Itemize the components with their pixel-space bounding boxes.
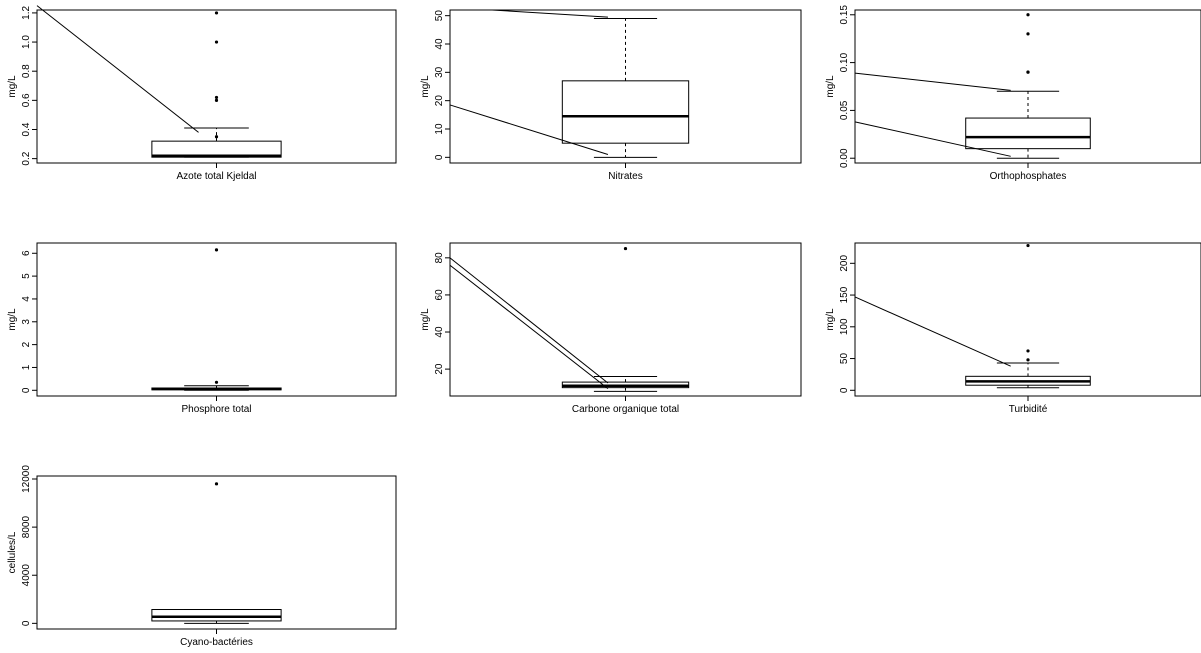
outlier-point [1026, 70, 1030, 74]
y-tick-label: 150 [839, 286, 850, 303]
boxplot-panel: 0.2 0.4 0.6 0.8 1.0 1.2 mg/L Azote total Kjelda… [7, 5, 397, 182]
boxplot-panel: 0 50 100 150 200 mg/L Turbidité [825, 242, 1201, 415]
boxplot-panel: 0.00 0.05 0.10 0.15 mg/L Orthophosphates [825, 5, 1201, 182]
plot-frame [36, 242, 397, 397]
y-tick-label: 30 [434, 66, 445, 78]
outlier-point [623, 246, 628, 251]
y-tick-label: 200 [839, 255, 850, 272]
iqr-box [965, 117, 1091, 150]
y-tick-label: 0.10 [839, 52, 850, 72]
outlier-point [214, 248, 219, 252]
y-axis-label: cellules/L [7, 531, 18, 573]
y-tick-label: 4000 [21, 564, 32, 587]
y-tick-label: 0 [839, 387, 850, 393]
y-tick-label: 1 [21, 364, 32, 370]
y-tick-label: 0.05 [839, 100, 850, 120]
x-axis-label: Orthophosphates [990, 171, 1067, 182]
iqr-box [561, 80, 690, 144]
y-tick-label: 1.0 [21, 35, 32, 49]
y-tick-label: 2 [21, 341, 32, 347]
y-tick-label: 40 [434, 326, 445, 338]
overlay-line [854, 296, 1011, 367]
y-tick-label: 6 [21, 250, 32, 256]
y-tick-label: 5 [21, 273, 32, 279]
y-tick-label: 10 [434, 123, 445, 135]
outlier-point [214, 40, 219, 44]
x-axis-label: Azote total Kjeldal [176, 171, 256, 182]
y-tick-label: 8000 [21, 516, 32, 539]
outlier-point [214, 482, 219, 486]
y-tick-label: 100 [839, 318, 850, 335]
overlay-line [449, 257, 609, 384]
y-tick-label: 50 [434, 10, 445, 22]
y-axis-label: mg/L [7, 308, 18, 331]
y-tick-label: 1.2 [21, 6, 32, 20]
y-tick-label: 20 [434, 363, 445, 375]
y-axis-label: mg/L [7, 75, 18, 98]
y-tick-label: 0.2 [21, 151, 32, 165]
y-tick-label: 40 [434, 38, 445, 50]
outlier-point [214, 135, 219, 139]
y-tick-label: 0.00 [839, 148, 850, 168]
outlier-point [214, 98, 219, 102]
y-tick-label: 0 [434, 154, 445, 160]
plot-frame [36, 475, 397, 630]
outlier-point [1026, 13, 1030, 17]
y-tick-label: 0.6 [21, 93, 32, 107]
x-axis-label: Nitrates [608, 171, 642, 182]
iqr-box [151, 609, 282, 622]
y-tick-label: 50 [839, 353, 850, 365]
overlay-line [492, 9, 608, 18]
y-tick-label: 12000 [21, 465, 32, 493]
overlay-line [449, 104, 609, 155]
y-axis-label: mg/L [825, 308, 836, 331]
overlay-line [854, 121, 1011, 157]
overlay-line [36, 5, 199, 133]
y-axis-label: mg/L [420, 75, 431, 98]
outlier-point [214, 11, 219, 15]
y-axis-label: mg/L [420, 308, 431, 331]
x-axis-label: Turbidité [1009, 404, 1048, 415]
outlier-point [214, 95, 219, 100]
y-tick-label: 0.4 [21, 122, 32, 136]
y-tick-label: 0 [21, 387, 32, 393]
outlier-point [214, 380, 219, 384]
y-tick-label: 0 [21, 620, 32, 626]
boxplot-panel: 20 40 60 80 mg/L Carbone organique total [420, 242, 802, 415]
y-tick-label: 3 [21, 319, 32, 325]
overlay-line [854, 72, 1011, 91]
overlay-line [449, 264, 609, 389]
plot-frame [449, 242, 802, 397]
x-axis-label: Cyano-bactéries [180, 637, 253, 648]
outlier-point [1026, 349, 1030, 353]
outlier-point [1026, 32, 1030, 36]
boxplot-panel: 0 1 2 3 4 5 6 mg/L Phosphore total [7, 242, 397, 415]
boxplot-panel: 0 4000 8000 12000 cellules/L Cyano-bactéries [7, 465, 397, 648]
y-tick-label: 20 [434, 95, 445, 107]
y-tick-label: 0.8 [21, 64, 32, 78]
x-axis-label: Phosphore total [181, 404, 251, 415]
x-axis-label: Carbone organique total [572, 404, 679, 415]
y-axis-label: mg/L [825, 75, 836, 98]
y-tick-label: 0.15 [839, 5, 850, 25]
y-tick-label: 60 [434, 289, 445, 301]
outlier-point [1026, 243, 1030, 248]
outlier-point [1026, 358, 1030, 362]
iqr-box [151, 140, 282, 158]
y-tick-label: 4 [21, 296, 32, 302]
boxplot-panel: 0 10 20 30 40 50 mg/L Nitrates [420, 9, 802, 182]
y-tick-label: 80 [434, 252, 445, 264]
